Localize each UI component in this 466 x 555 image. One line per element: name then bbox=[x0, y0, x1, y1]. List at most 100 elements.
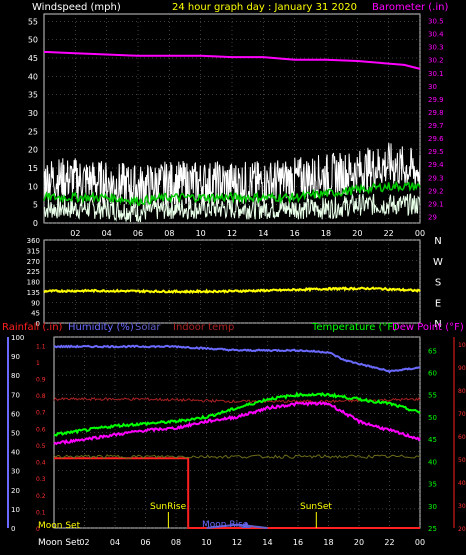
windspeed-tick: 40 bbox=[28, 72, 38, 81]
temperature-tick: 50 bbox=[428, 414, 437, 422]
temperature-tick: 35 bbox=[428, 481, 437, 489]
temperature-label: Temperature (°F) bbox=[311, 322, 397, 333]
indoor-temp-label: Indoor temp bbox=[173, 322, 234, 333]
hour-tick-label: 18 bbox=[321, 229, 331, 238]
rainfall-tick: 0.1 bbox=[36, 509, 46, 516]
hour-tick-label: 20 bbox=[352, 229, 362, 238]
rainfall-tick: 0 bbox=[36, 526, 40, 533]
moonrise-label: Moon Rise bbox=[202, 520, 249, 530]
rainfall-tick: 0.3 bbox=[36, 476, 46, 483]
hour-tick-label: 04 bbox=[110, 538, 120, 547]
windspeed-tick: 10 bbox=[28, 182, 38, 191]
hour-tick-label: 12 bbox=[232, 538, 242, 547]
windspeed-tick: 15 bbox=[28, 164, 38, 173]
climate-panel-axes: 10090807060504030201001.110.90.80.70.60.… bbox=[11, 334, 466, 533]
rainfall-tick: 0.8 bbox=[36, 393, 46, 400]
direction-tick: 270 bbox=[27, 258, 40, 266]
hour-tick-label: 04 bbox=[102, 229, 112, 238]
dewpoint-tick: 20 bbox=[458, 526, 466, 533]
barometer-axis: 30.5 30.4 30.3 30.2 30.1 30 29.9 29.8 29.7 29.6 29… bbox=[428, 18, 444, 222]
barometer-tick: 30 bbox=[428, 83, 437, 91]
temperature-tick: 45 bbox=[428, 436, 437, 444]
temperature-series bbox=[53, 391, 421, 437]
reference-series bbox=[53, 454, 421, 459]
dewpoint-tick: 100 bbox=[458, 342, 466, 349]
direction-tick: 45 bbox=[31, 310, 40, 318]
wind-gust-series bbox=[43, 142, 421, 208]
windspeed-tick: 25 bbox=[28, 127, 38, 136]
barometer-tick: 30.2 bbox=[428, 57, 444, 65]
rainfall-tick: 0.7 bbox=[36, 410, 46, 417]
rainfall-label: Rainfall (.in) bbox=[2, 322, 63, 333]
hour-tick-label: 06 bbox=[133, 229, 143, 238]
compass-tick: S bbox=[435, 278, 441, 289]
rainfall-tick: 1.1 bbox=[36, 343, 46, 350]
temperature-tick: 60 bbox=[428, 370, 437, 378]
barometer-tick: 29.1 bbox=[428, 200, 444, 208]
barometer-tick: 29.5 bbox=[428, 148, 444, 156]
barometer-tick: 29.8 bbox=[428, 109, 444, 117]
humidity-tick: 90 bbox=[11, 353, 20, 361]
direction-degree-axis: 360 315 270 225 180 135 90 45 0 bbox=[27, 237, 40, 328]
windspeed-tick: 20 bbox=[28, 146, 38, 155]
barometer-tick: 30.4 bbox=[428, 31, 444, 39]
windspeed-tick: 55 bbox=[28, 17, 38, 26]
dewpoint-tick: 50 bbox=[458, 457, 466, 464]
temperature-tick: 25 bbox=[428, 525, 437, 533]
hour-tick-label: 02 bbox=[79, 538, 89, 547]
barometer-title: Barometer (.in) bbox=[372, 2, 448, 13]
hour-tick-label: 14 bbox=[258, 229, 268, 238]
dewpoint-label: Dew Point (°F) bbox=[392, 322, 464, 333]
rainfall-series bbox=[54, 457, 420, 529]
solar-label: Solar bbox=[135, 322, 161, 333]
dewpoint-series bbox=[53, 401, 421, 446]
windspeed-tick: 50 bbox=[28, 36, 38, 45]
windspeed-title: Windspeed (mph) bbox=[32, 2, 121, 13]
barometer-tick: 29.4 bbox=[428, 161, 444, 169]
sunset-label: SunSet bbox=[300, 502, 332, 512]
barometer-tick: 30.1 bbox=[428, 70, 444, 78]
dewpoint-tick: 30 bbox=[458, 503, 466, 510]
temperature-tick: 40 bbox=[428, 458, 437, 466]
hour-tick-label: 20 bbox=[354, 538, 364, 547]
wind-panel-hour-axis: 02 04 06 08 10 12 14 16 18 20 22 00 bbox=[70, 229, 425, 238]
windspeed-tick: 0 bbox=[33, 219, 38, 228]
windspeed-tick: 5 bbox=[33, 201, 38, 210]
moonrise-marker bbox=[241, 522, 252, 528]
moonset-plot-label: Moon Set bbox=[38, 521, 81, 531]
direction-tick: 315 bbox=[27, 247, 40, 255]
hour-tick-label: 10 bbox=[201, 538, 211, 547]
hour-tick-label: 10 bbox=[196, 229, 206, 238]
climate-panel-grid bbox=[54, 336, 421, 529]
barometer-tick: 29.2 bbox=[428, 187, 444, 195]
climate-panel-hour-axis: 02 04 06 08 10 12 14 16 18 20 22 00 bbox=[79, 538, 425, 547]
compass-tick: N bbox=[434, 236, 441, 247]
hour-tick-label: 14 bbox=[262, 538, 272, 547]
compass-tick: E bbox=[435, 298, 441, 309]
barometer-tick: 29.9 bbox=[428, 96, 444, 104]
dewpoint-tick: 90 bbox=[458, 365, 466, 372]
rainfall-tick: 0.4 bbox=[36, 460, 46, 467]
rainfall-tick: 0.6 bbox=[36, 426, 46, 433]
barometer-tick: 30.5 bbox=[428, 18, 444, 26]
hour-tick-label: 06 bbox=[140, 538, 150, 547]
direction-tick: 225 bbox=[27, 268, 40, 276]
barometer-tick: 29.3 bbox=[428, 174, 444, 182]
rainfall-tick: 1 bbox=[36, 360, 40, 367]
wind-average-series bbox=[43, 180, 421, 207]
hour-tick-label: 18 bbox=[323, 538, 333, 547]
barometer-tick: 29.7 bbox=[428, 122, 444, 130]
humidity-tick: 0 bbox=[11, 525, 15, 533]
humidity-series bbox=[53, 344, 421, 374]
hour-tick-label: 22 bbox=[384, 229, 394, 238]
wind-panel-series bbox=[43, 50, 421, 223]
windspeed-tick: 45 bbox=[28, 54, 38, 63]
compass-tick: N bbox=[434, 319, 441, 330]
humidity-tick: 30 bbox=[11, 468, 20, 476]
temperature-tick: 30 bbox=[428, 503, 437, 511]
sunrise-label: SunRise bbox=[150, 502, 187, 512]
hour-tick-label: 00 bbox=[415, 229, 425, 238]
barometer-series bbox=[43, 50, 421, 70]
